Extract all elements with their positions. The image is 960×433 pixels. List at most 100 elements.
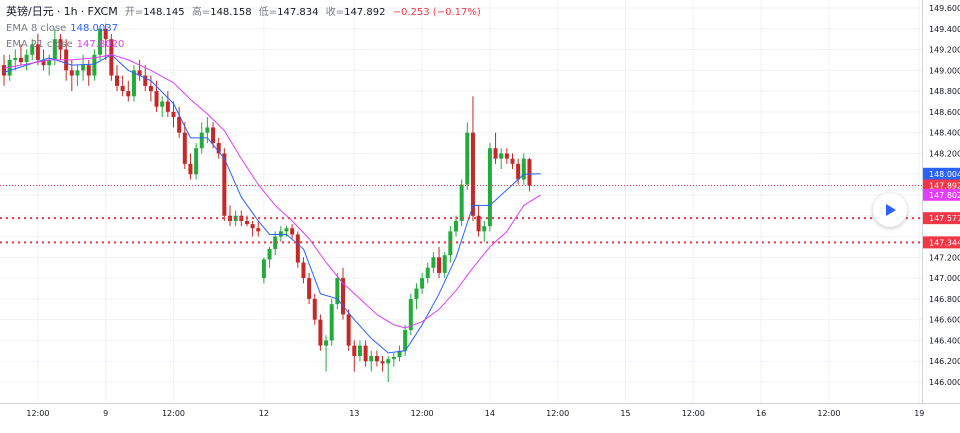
candle[interactable]: [312, 293, 317, 325]
time-tick-label: 19: [914, 409, 924, 418]
candle[interactable]: [148, 75, 153, 102]
candle[interactable]: [329, 298, 334, 346]
candle[interactable]: [273, 231, 278, 256]
candle[interactable]: [374, 350, 379, 367]
candle[interactable]: [131, 65, 136, 102]
candle-body: [81, 65, 86, 71]
candle[interactable]: [137, 59, 142, 81]
candle[interactable]: [52, 28, 57, 66]
candle[interactable]: [205, 117, 210, 144]
candle[interactable]: [216, 137, 221, 159]
candle-body: [318, 319, 323, 346]
candle-body: [329, 304, 334, 341]
candle[interactable]: [357, 340, 362, 362]
candle[interactable]: [307, 272, 312, 305]
close-value: 147.892: [344, 7, 386, 18]
candle[interactable]: [386, 356, 391, 382]
candle[interactable]: [211, 122, 216, 149]
candle[interactable]: [24, 49, 29, 71]
candle[interactable]: [188, 153, 193, 180]
price-tick-label: 148.400: [929, 129, 960, 138]
candle[interactable]: [352, 340, 357, 372]
candle[interactable]: [35, 33, 40, 66]
candle[interactable]: [487, 143, 492, 232]
candle[interactable]: [109, 33, 114, 81]
candle[interactable]: [290, 224, 295, 239]
candle[interactable]: [510, 153, 515, 170]
candle[interactable]: [92, 49, 97, 81]
candle[interactable]: [256, 220, 261, 237]
price-tick-label: 146.000: [929, 378, 960, 387]
candle[interactable]: [30, 39, 35, 60]
candle[interactable]: [13, 49, 18, 71]
candle[interactable]: [391, 352, 396, 367]
candle[interactable]: [75, 65, 80, 86]
candle[interactable]: [346, 309, 351, 351]
candle[interactable]: [465, 122, 470, 190]
candle[interactable]: [335, 272, 340, 310]
candle[interactable]: [267, 246, 272, 268]
candle[interactable]: [476, 205, 481, 237]
play-icon[interactable]: [873, 193, 907, 227]
candle-body: [24, 54, 29, 63]
candle-body: [307, 278, 312, 299]
candle[interactable]: [408, 293, 413, 336]
candle-body: [58, 39, 63, 50]
candle[interactable]: [182, 122, 187, 170]
candle[interactable]: [171, 101, 176, 128]
candle[interactable]: [120, 75, 125, 97]
candle[interactable]: [98, 28, 103, 60]
candle[interactable]: [194, 143, 199, 180]
candle[interactable]: [126, 80, 131, 102]
candle[interactable]: [228, 205, 232, 227]
candle[interactable]: [165, 91, 170, 118]
candle-body: [115, 75, 119, 86]
candle[interactable]: [103, 23, 108, 60]
candle[interactable]: [442, 252, 447, 279]
candle[interactable]: [470, 96, 475, 221]
candle[interactable]: [115, 65, 119, 92]
candle[interactable]: [414, 283, 419, 310]
candle[interactable]: [482, 220, 487, 242]
candle-body: [126, 91, 131, 97]
candle[interactable]: [420, 272, 425, 294]
candle[interactable]: [324, 335, 329, 372]
ema21-row[interactable]: EMA 21 close 147.8020: [6, 37, 481, 53]
candle[interactable]: [301, 257, 306, 284]
candle[interactable]: [380, 356, 385, 372]
candle[interactable]: [222, 148, 227, 221]
candle[interactable]: [295, 231, 300, 268]
low-label: 低=: [258, 7, 278, 18]
candle[interactable]: [527, 157, 532, 192]
candle[interactable]: [397, 345, 402, 362]
candle[interactable]: [431, 252, 436, 273]
symbol-label[interactable]: 英镑/日元: [6, 5, 54, 18]
candle[interactable]: [363, 340, 368, 367]
candle[interactable]: [437, 246, 442, 279]
candle[interactable]: [250, 220, 255, 237]
candle[interactable]: [278, 226, 283, 242]
candle-body: [431, 257, 436, 268]
price-tick-label: 148.800: [929, 87, 960, 96]
candle[interactable]: [18, 44, 23, 66]
candle[interactable]: [318, 314, 323, 351]
interval-label[interactable]: 1h: [63, 5, 78, 18]
candle[interactable]: [454, 215, 458, 237]
candle[interactable]: [504, 148, 509, 164]
candle[interactable]: [521, 153, 526, 185]
candle[interactable]: [341, 267, 345, 320]
candle[interactable]: [499, 148, 504, 170]
candle[interactable]: [261, 257, 266, 284]
candle[interactable]: [459, 179, 464, 227]
candle-body: [273, 236, 278, 250]
candle[interactable]: [177, 106, 182, 138]
candle[interactable]: [160, 96, 165, 118]
candle[interactable]: [2, 54, 6, 86]
candle[interactable]: [493, 132, 498, 164]
candle[interactable]: [369, 350, 374, 372]
candle[interactable]: [425, 262, 430, 284]
candle[interactable]: [58, 33, 63, 60]
ema8-row[interactable]: EMA 8 close 148.0037: [6, 21, 481, 37]
candle[interactable]: [516, 158, 521, 185]
